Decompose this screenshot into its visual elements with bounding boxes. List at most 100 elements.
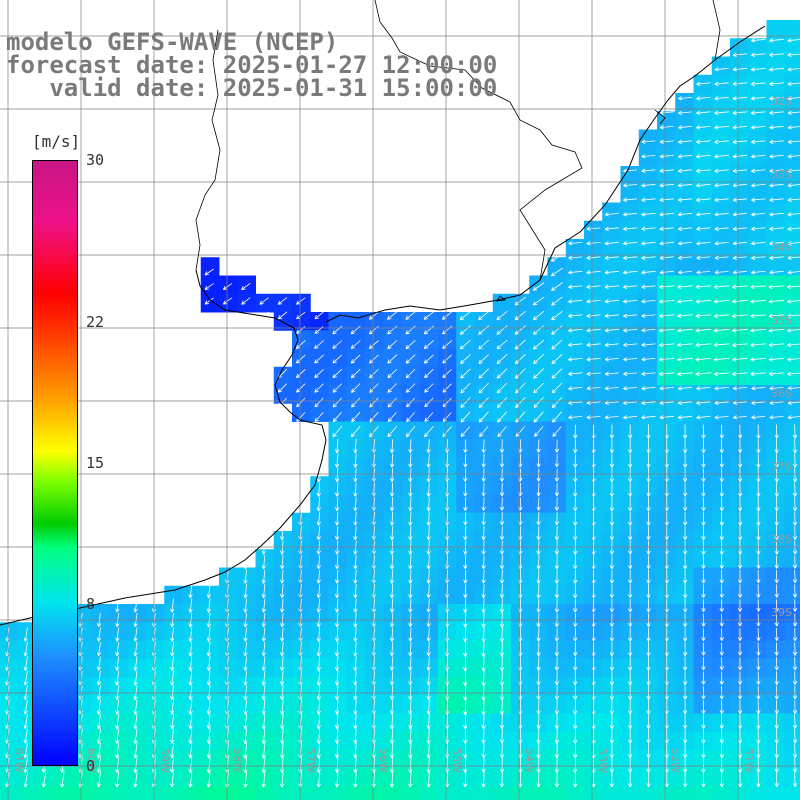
wind-cell: [693, 750, 713, 769]
wind-cell: [693, 421, 713, 441]
wind-arrow: [737, 757, 743, 773]
wind-arrow: [295, 340, 306, 349]
wind-arrow: [536, 728, 541, 744]
wind-arrow: [115, 728, 120, 744]
wind-arrow: [188, 757, 193, 773]
wind-arrow: [351, 412, 361, 423]
wind-arrow: [609, 627, 615, 642]
wind-cell: [529, 403, 548, 422]
wind-arrow: [408, 496, 413, 512]
wind-cell: [711, 275, 731, 295]
wind-arrow: [463, 540, 468, 555]
wind-cell: [456, 330, 475, 349]
wind-arrow: [353, 670, 358, 686]
wind-arrow: [353, 438, 358, 454]
wind-cell: [0, 768, 19, 787]
wind-cell: [711, 56, 731, 76]
wind-cell: [638, 403, 658, 422]
wind-arrow: [682, 699, 688, 715]
wind-cell: [219, 275, 238, 295]
wind-arrow: [609, 555, 615, 570]
wind-arrow: [646, 714, 651, 729]
wind-arrow: [334, 569, 340, 584]
wind-cell: [511, 385, 530, 404]
latitude-label: 33S: [771, 168, 792, 181]
wind-cell: [438, 531, 457, 550]
wind-arrow: [316, 728, 321, 744]
wind-cell: [711, 567, 731, 587]
wind-arrow: [478, 411, 489, 423]
wind-cell: [766, 403, 786, 422]
wind-arrow: [206, 699, 212, 715]
wind-cell: [328, 531, 348, 550]
wind-cell: [657, 111, 676, 130]
wind-cell: [693, 768, 713, 787]
wind-arrow: [405, 368, 416, 379]
wind-cell: [292, 348, 311, 368]
wind-arrow: [368, 340, 379, 349]
wind-arrow: [478, 354, 490, 364]
wind-cell: [547, 403, 567, 422]
wind-arrow: [426, 511, 431, 526]
wind-arrow: [261, 554, 267, 570]
wind-cell: [328, 439, 348, 459]
wind-cell: [766, 768, 786, 787]
wind-arrow: [316, 670, 321, 686]
wind-arrow: [551, 353, 563, 365]
longitude-label: 56W: [377, 748, 390, 773]
wind-arrow: [677, 139, 693, 144]
wind-cell: [547, 531, 567, 550]
wind-arrow: [682, 771, 688, 788]
wind-arrow: [459, 310, 472, 321]
wind-arrow: [628, 728, 633, 744]
wind-arrow: [277, 397, 287, 408]
wind-arrow: [774, 656, 779, 671]
wind-cell: [620, 330, 640, 349]
wind-arrow: [133, 656, 138, 671]
wind-arrow: [96, 642, 102, 657]
wind-cell: [18, 768, 37, 787]
wind-cell: [748, 312, 767, 331]
wind-arrow: [756, 584, 761, 598]
wind-arrow: [678, 96, 692, 101]
wind-cell: [711, 585, 731, 605]
wind-arrow: [628, 656, 633, 671]
wind-arrow: [774, 772, 779, 788]
wind-arrow: [609, 670, 615, 686]
wind-arrow: [659, 400, 674, 405]
wind-cell: [255, 786, 275, 800]
wind-cell: [292, 403, 311, 422]
wind-cell: [255, 713, 275, 733]
wind-cell: [146, 768, 165, 787]
wind-arrow: [737, 657, 743, 671]
wind-cell: [620, 531, 640, 550]
wind-arrow: [677, 342, 693, 348]
wind-arrow: [774, 685, 779, 700]
wind-arrow: [387, 325, 398, 335]
wind-cell: [711, 494, 731, 514]
wind-arrow: [751, 415, 766, 420]
wind-arrow: [646, 482, 651, 497]
wind-cell: [766, 385, 786, 404]
wind-cell: [638, 348, 658, 368]
wind-arrow: [682, 540, 688, 555]
wind-arrow: [719, 555, 724, 569]
wind-arrow: [389, 714, 395, 730]
wind-arrow: [280, 656, 285, 671]
wind-arrow: [279, 757, 285, 774]
wind-arrow: [424, 426, 434, 438]
wind-cell: [711, 312, 731, 331]
wind-cell: [693, 567, 713, 587]
wind-arrow: [368, 311, 380, 320]
wind-arrow: [769, 139, 784, 144]
wind-cell: [474, 366, 494, 386]
wind-arrow: [463, 511, 468, 526]
wind-arrow: [334, 656, 340, 672]
wind-cell: [255, 695, 275, 714]
wind-cell: [748, 421, 767, 441]
wind-cell: [784, 330, 800, 349]
wind-arrow: [389, 554, 395, 570]
wind-cell: [766, 129, 786, 149]
wind-cell: [784, 20, 800, 39]
